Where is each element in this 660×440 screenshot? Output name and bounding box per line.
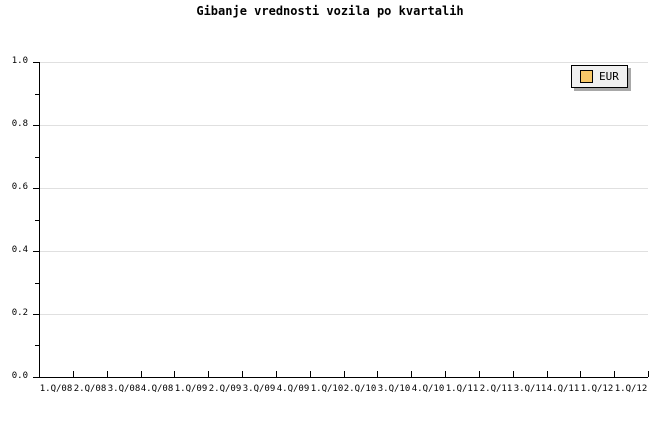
y-axis-major-tick	[33, 125, 39, 126]
y-axis-major-tick	[33, 377, 39, 378]
legend-swatch-eur-icon	[580, 70, 593, 83]
y-axis-minor-tick	[35, 94, 39, 95]
x-axis-tick	[73, 371, 74, 377]
y-axis-major-tick	[33, 62, 39, 63]
x-axis-tick	[174, 371, 175, 377]
y-axis-label: 0.2	[11, 308, 28, 318]
gridline-0.4	[40, 251, 648, 252]
x-axis-tick	[276, 371, 277, 377]
x-axis-label: 2.Q/08	[73, 384, 107, 394]
x-axis-tick	[344, 371, 345, 377]
x-axis-label: 2.Q/09	[208, 384, 242, 394]
x-axis-tick	[547, 371, 548, 377]
y-axis-minor-tick	[35, 345, 39, 346]
x-axis-tick	[107, 371, 108, 377]
x-axis-tick	[411, 371, 412, 377]
y-axis-minor-tick	[35, 220, 39, 221]
y-axis-major-tick	[33, 188, 39, 189]
x-axis-tick	[513, 371, 514, 377]
y-axis-label: 0.8	[11, 119, 28, 129]
x-axis-label: 3.Q/09	[242, 384, 276, 394]
x-axis-tick	[208, 371, 209, 377]
y-axis-label: 1.0	[11, 56, 28, 66]
x-axis-label: 1.Q/12	[614, 384, 648, 394]
x-axis-label: 4.Q/10	[411, 384, 445, 394]
x-axis-tick	[648, 371, 649, 377]
gridline-1.0	[40, 62, 648, 63]
x-axis-label: 4.Q/08	[140, 384, 174, 394]
x-axis-label: 3.Q/08	[107, 384, 141, 394]
legend: EUR	[571, 65, 628, 88]
x-axis-label: 1.Q/11	[445, 384, 479, 394]
y-axis-minor-tick	[35, 157, 39, 158]
x-axis-tick	[310, 371, 311, 377]
x-axis-tick	[377, 371, 378, 377]
x-axis-label: 4.Q/09	[276, 384, 310, 394]
x-axis-label: 1.Q/08	[39, 384, 73, 394]
x-axis-label: 1.Q/12	[580, 384, 614, 394]
y-axis-label: 0.6	[11, 182, 28, 192]
x-axis-tick	[614, 371, 615, 377]
x-axis-tick	[479, 371, 480, 377]
y-axis-label: 0.0	[11, 371, 28, 381]
chart-title: Gibanje vrednosti vozila po kvartalih	[196, 4, 464, 18]
x-axis-label: 1.Q/09	[174, 384, 208, 394]
x-axis-label: 2.Q/10	[343, 384, 377, 394]
y-axis-major-tick	[33, 314, 39, 315]
x-axis-tick	[242, 371, 243, 377]
x-axis-label: 3.Q/11	[513, 384, 547, 394]
plot-area	[39, 62, 648, 378]
gridline-0.6	[40, 188, 648, 189]
gridline-0.2	[40, 314, 648, 315]
x-axis-label: 3.Q/10	[377, 384, 411, 394]
x-axis-tick	[445, 371, 446, 377]
y-axis-label: 0.4	[11, 245, 28, 255]
x-axis-label: 2.Q/11	[479, 384, 513, 394]
legend-label: EUR	[599, 70, 619, 83]
y-axis-minor-tick	[35, 283, 39, 284]
x-axis-tick	[141, 371, 142, 377]
y-axis-major-tick	[33, 251, 39, 252]
x-axis-tick	[580, 371, 581, 377]
x-axis-label: 1.Q/10	[310, 384, 344, 394]
gridline-0.8	[40, 125, 648, 126]
x-axis-label: 4.Q/11	[546, 384, 580, 394]
